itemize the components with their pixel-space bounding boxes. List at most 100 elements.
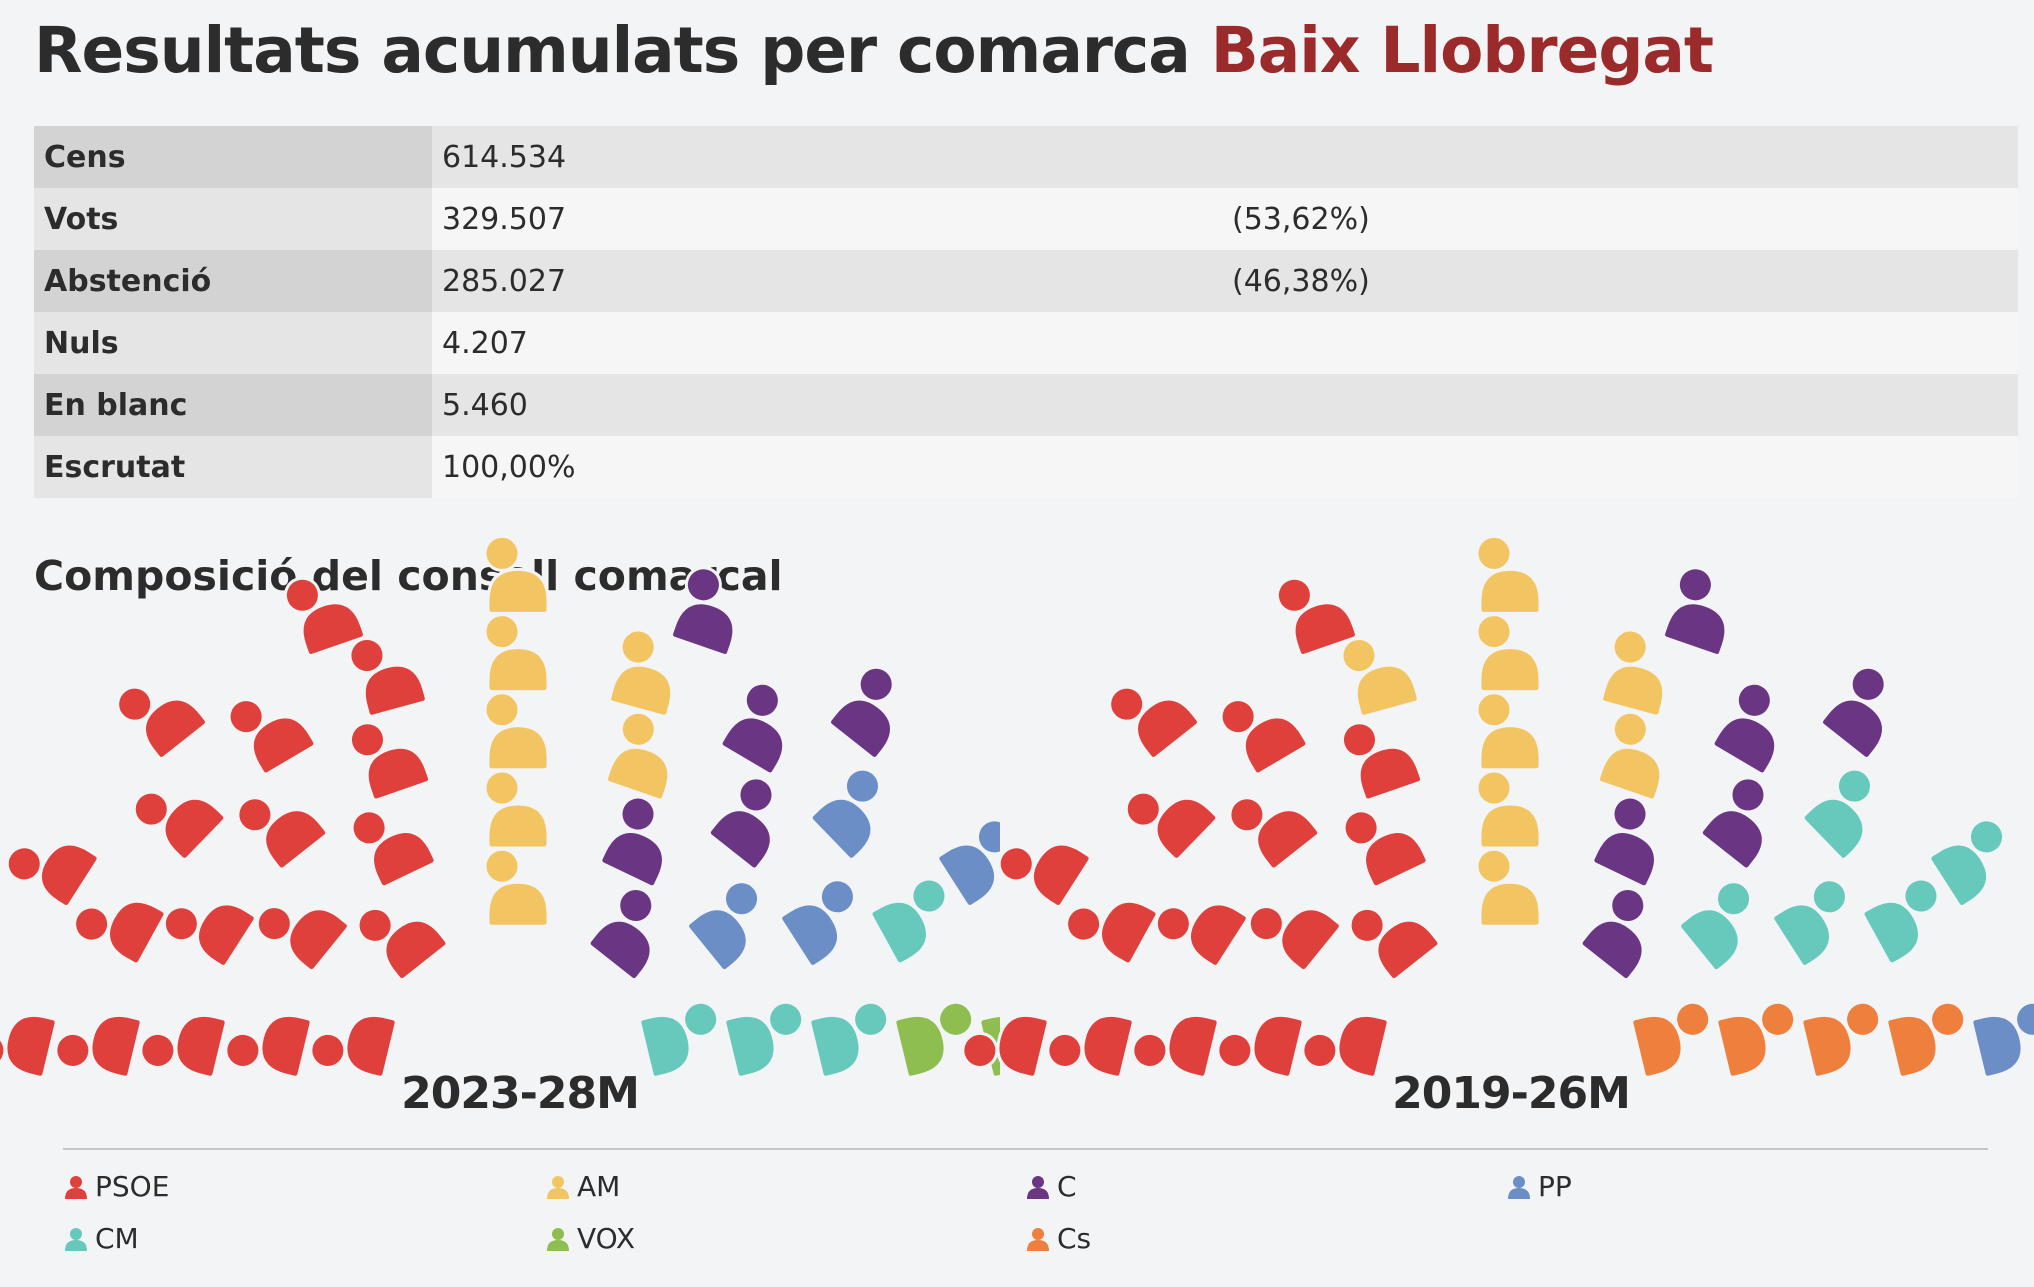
seat-psoe	[1228, 796, 1321, 871]
legend-item-vox: VOX	[545, 1222, 635, 1255]
seat-psoe	[139, 1013, 228, 1079]
seat-psoe	[162, 902, 257, 969]
page-title: Resultats acumulats per comarca Baix Llo…	[34, 14, 1714, 87]
legend-item-c: C	[1025, 1170, 1077, 1203]
seat-psoe	[255, 905, 351, 973]
row-value: 5.460	[432, 374, 1222, 436]
legend-label: PP	[1538, 1170, 1572, 1203]
seat-psoe	[1342, 809, 1429, 889]
row-value: 329.507	[432, 188, 1222, 250]
seat-cm	[1801, 767, 1873, 861]
seat-am	[1596, 710, 1663, 802]
table-row: Cens 614.534	[34, 126, 2018, 188]
seat-psoe	[1301, 1013, 1390, 1079]
seat-c	[827, 665, 895, 761]
seat-c	[1699, 776, 1767, 871]
seat-psoe	[1219, 698, 1309, 776]
seat-am	[1340, 637, 1420, 718]
hemicycle-chart-2019	[961, 534, 2034, 1079]
seat-am	[483, 769, 550, 850]
seat-am	[608, 628, 674, 718]
seat-psoe	[348, 721, 432, 802]
seat-am	[483, 613, 550, 694]
row-value: 285.027	[432, 250, 1222, 312]
legend-item-cm: CM	[63, 1222, 139, 1255]
seat-pp	[936, 818, 1000, 909]
legend-label: PSOE	[95, 1170, 170, 1203]
seat-c	[1579, 887, 1647, 982]
seat-am	[1600, 628, 1666, 718]
seat-c	[719, 681, 786, 776]
row-percentage: (53,62%)	[1222, 188, 2018, 250]
row-value: 4.207	[432, 312, 1222, 374]
person-icon	[65, 1175, 87, 1199]
seat-pp	[685, 880, 761, 973]
seat-c	[1819, 665, 1887, 761]
seat-cm	[638, 1000, 720, 1079]
legend-label: AM	[577, 1170, 621, 1203]
table-row: Nuls 4.207	[34, 312, 2018, 374]
seat-psoe	[997, 842, 1092, 909]
table-row: En blanc 5.460	[34, 374, 2018, 436]
seat-psoe	[961, 1013, 1050, 1079]
seat-cm	[1677, 880, 1753, 973]
seat-psoe	[236, 796, 329, 871]
seat-cs	[1630, 1000, 1712, 1079]
seat-psoe	[1348, 906, 1441, 982]
seat-am	[483, 534, 550, 615]
legend-label: VOX	[577, 1222, 636, 1255]
title-place: Baix Llobregat	[1210, 14, 1714, 87]
chart-title-2019: 2019-26M	[1392, 1068, 1631, 1119]
seat-cs	[1800, 1000, 1882, 1079]
hemicycle-chart-2023	[0, 534, 1000, 1079]
row-label: Abstenció	[34, 250, 432, 312]
row-percentage	[1222, 312, 2018, 374]
person-icon	[1027, 1227, 1049, 1251]
seat-am	[1475, 534, 1542, 615]
seat-psoe	[73, 899, 167, 966]
seat-psoe	[1275, 576, 1359, 658]
legend-label: Cs	[1057, 1222, 1092, 1255]
seat-cm	[1861, 877, 1940, 966]
seat-cm	[869, 877, 948, 966]
seat-psoe	[1046, 1013, 1135, 1079]
row-label: Cens	[34, 126, 432, 188]
row-label: Vots	[34, 188, 432, 250]
table-row: Vots 329.507 (53,62%)	[34, 188, 2018, 250]
seat-psoe	[309, 1013, 398, 1079]
title-main: Resultats acumulats per comarca	[34, 14, 1191, 87]
seat-c	[1591, 795, 1657, 889]
seat-am	[483, 847, 550, 928]
seat-psoe	[283, 576, 367, 658]
seat-cm	[808, 1000, 890, 1079]
table-row: Escrutat 100,00%	[34, 436, 2018, 498]
seat-am	[1475, 691, 1542, 772]
table-row: Abstenció 285.027 (46,38%)	[34, 250, 2018, 312]
seat-psoe	[1131, 1013, 1220, 1079]
row-label: Escrutat	[34, 436, 432, 498]
row-value: 100,00%	[432, 436, 1222, 498]
seat-psoe	[1154, 902, 1249, 969]
section-title: Composició del consell comarcal	[34, 552, 783, 600]
seat-psoe	[54, 1013, 143, 1079]
seat-psoe	[1247, 905, 1343, 973]
legend-item-psoe: PSOE	[63, 1170, 169, 1203]
seat-psoe	[0, 1013, 58, 1079]
seat-psoe	[356, 906, 449, 982]
row-percentage	[1222, 374, 2018, 436]
row-value: 614.534	[432, 126, 1222, 188]
person-icon	[65, 1227, 87, 1251]
person-icon	[1508, 1175, 1530, 1199]
seat-am	[483, 691, 550, 772]
row-percentage: (46,38%)	[1222, 250, 2018, 312]
seat-c	[707, 776, 775, 871]
person-icon	[1027, 1175, 1049, 1199]
chart-title-2023: 2023-28M	[401, 1068, 640, 1119]
seat-cm	[723, 1000, 805, 1079]
person-icon	[547, 1227, 569, 1251]
seat-am	[1475, 847, 1542, 928]
row-label: En blanc	[34, 374, 432, 436]
seat-am	[604, 710, 671, 802]
seat-psoe	[5, 842, 100, 909]
row-label: Nuls	[34, 312, 432, 374]
